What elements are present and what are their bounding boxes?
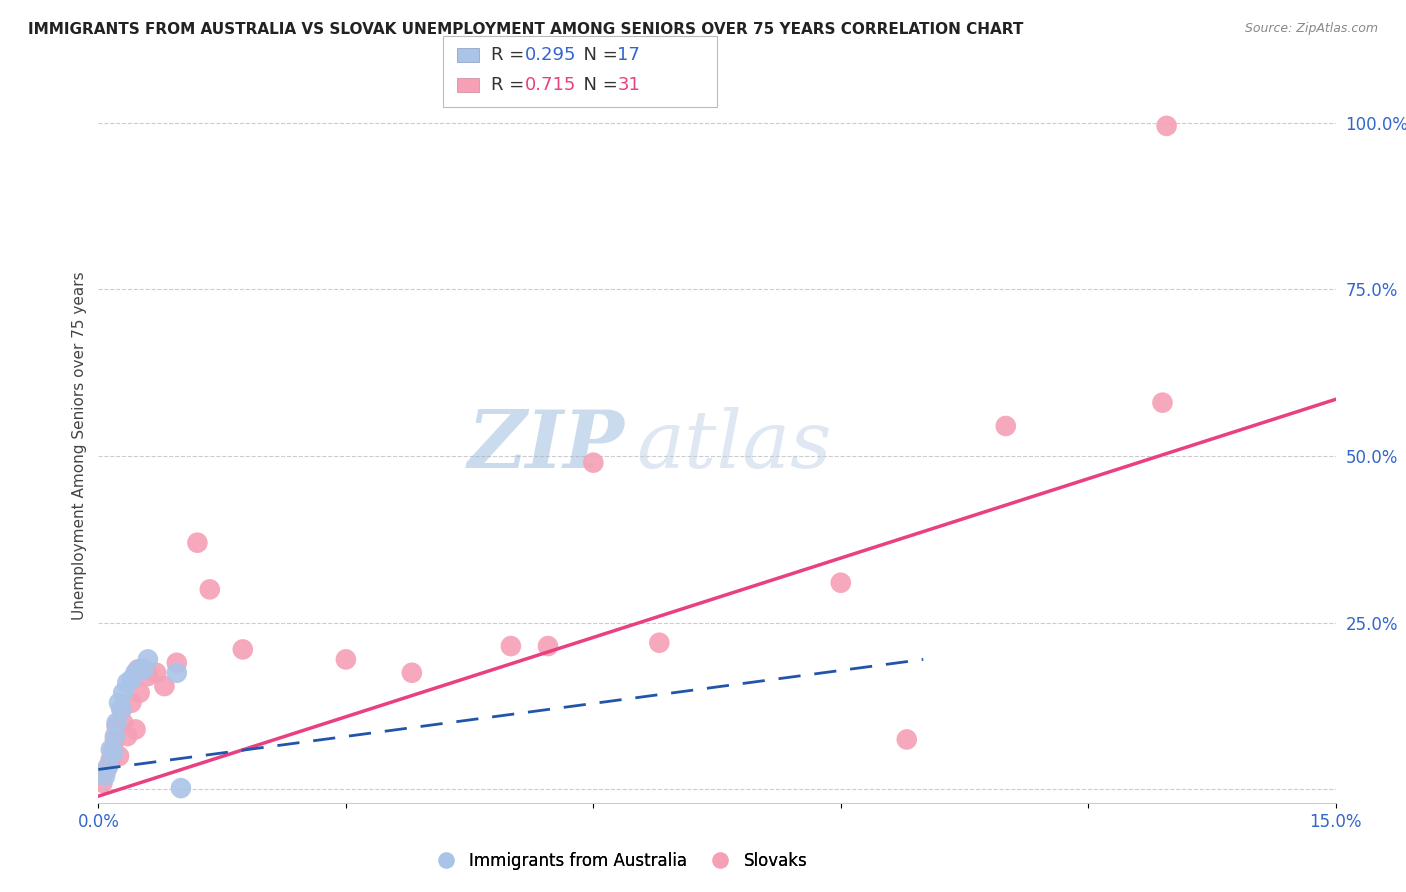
Point (103, 746, 125, 760)
Point (112, 686, 135, 700)
Point (96, 763, 118, 777)
Point (994, 419, 1017, 434)
Point (100, 752, 122, 766)
Point (108, 749, 131, 764)
Point (127, 662, 149, 676)
Text: 31: 31 (617, 76, 640, 94)
Point (830, 575, 852, 590)
Point (105, 715, 128, 730)
Point (136, 652, 159, 666)
Point (198, 582, 221, 597)
Text: N =: N = (572, 76, 624, 94)
Text: ZIP: ZIP (467, 408, 624, 484)
Point (108, 696, 131, 710)
Point (110, 702, 132, 716)
Text: 0.295: 0.295 (524, 46, 576, 64)
Point (124, 723, 146, 737)
Point (170, 781, 193, 796)
Point (136, 669, 159, 683)
Text: R =: R = (491, 76, 530, 94)
Point (896, 732, 918, 747)
Point (186, 535, 208, 549)
Point (648, 636, 671, 650)
Point (110, 702, 132, 716)
Text: 17: 17 (617, 46, 640, 64)
Point (117, 675, 139, 690)
Point (582, 456, 605, 470)
Point (145, 665, 167, 680)
Text: N =: N = (572, 46, 624, 64)
Point (166, 665, 188, 680)
Point (100, 742, 122, 756)
Point (1156, 119, 1178, 133)
Text: Source: ZipAtlas.com: Source: ZipAtlas.com (1244, 22, 1378, 36)
Point (1152, 395, 1174, 409)
Point (97, 759, 120, 773)
Point (105, 719, 128, 733)
Point (103, 742, 125, 756)
Point (335, 652, 357, 666)
Text: R =: R = (491, 46, 530, 64)
Point (537, 639, 560, 653)
Point (128, 662, 150, 676)
Point (120, 673, 142, 687)
Point (91, 776, 114, 790)
Text: atlas: atlas (637, 408, 832, 484)
Point (232, 642, 254, 657)
Point (94, 769, 117, 783)
Point (120, 696, 142, 710)
Point (104, 729, 127, 743)
Point (128, 686, 150, 700)
Point (117, 729, 139, 743)
Point (104, 732, 127, 747)
Legend: Immigrants from Australia, Slovaks: Immigrants from Australia, Slovaks (422, 846, 814, 877)
Point (401, 665, 423, 680)
Text: IMMIGRANTS FROM AUSTRALIA VS SLOVAK UNEMPLOYMENT AMONG SENIORS OVER 75 YEARS COR: IMMIGRANTS FROM AUSTRALIA VS SLOVAK UNEM… (28, 22, 1024, 37)
Point (132, 662, 155, 676)
Point (153, 679, 176, 693)
Point (124, 665, 146, 680)
Point (166, 656, 188, 670)
Point (499, 639, 522, 653)
Y-axis label: Unemployment Among Seniors over 75 years: Unemployment Among Seniors over 75 years (72, 272, 87, 620)
Point (112, 715, 135, 730)
Text: 0.715: 0.715 (524, 76, 576, 94)
